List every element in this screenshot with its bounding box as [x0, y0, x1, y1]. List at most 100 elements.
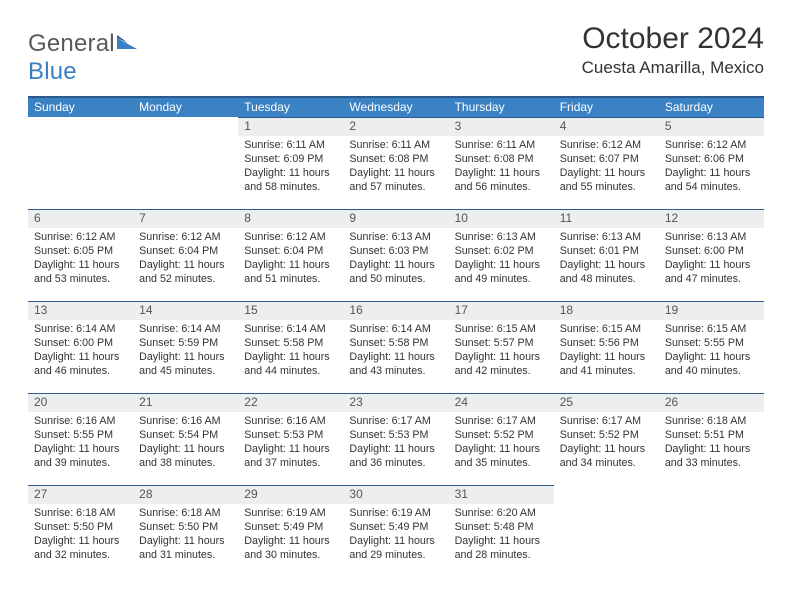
day-number: 14	[133, 302, 238, 320]
daylight-line: Daylight: 11 hours and 34 minutes.	[560, 442, 653, 470]
daylight-line: Daylight: 11 hours and 51 minutes.	[244, 258, 337, 286]
sunrise-line: Sunrise: 6:14 AM	[244, 322, 337, 336]
calendar-row: 6Sunrise: 6:12 AMSunset: 6:05 PMDaylight…	[28, 209, 764, 301]
day-details: Sunrise: 6:11 AMSunset: 6:09 PMDaylight:…	[238, 136, 343, 199]
day-cell: 29Sunrise: 6:19 AMSunset: 5:49 PMDayligh…	[238, 485, 343, 577]
day-details: Sunrise: 6:18 AMSunset: 5:50 PMDaylight:…	[133, 504, 238, 567]
daylight-line: Daylight: 11 hours and 36 minutes.	[349, 442, 442, 470]
calendar-row: 13Sunrise: 6:14 AMSunset: 6:00 PMDayligh…	[28, 301, 764, 393]
sunrise-line: Sunrise: 6:17 AM	[349, 414, 442, 428]
sunset-line: Sunset: 5:59 PM	[139, 336, 232, 350]
sunset-line: Sunset: 6:00 PM	[665, 244, 758, 258]
day-number: 27	[28, 486, 133, 504]
day-details: Sunrise: 6:13 AMSunset: 6:02 PMDaylight:…	[449, 228, 554, 291]
day-number: 13	[28, 302, 133, 320]
day-details: Sunrise: 6:19 AMSunset: 5:49 PMDaylight:…	[343, 504, 448, 567]
day-details: Sunrise: 6:12 AMSunset: 6:05 PMDaylight:…	[28, 228, 133, 291]
day-number: 10	[449, 210, 554, 228]
sunrise-line: Sunrise: 6:13 AM	[665, 230, 758, 244]
daylight-line: Daylight: 11 hours and 46 minutes.	[34, 350, 127, 378]
day-cell: 17Sunrise: 6:15 AMSunset: 5:57 PMDayligh…	[449, 301, 554, 393]
day-cell: 9Sunrise: 6:13 AMSunset: 6:03 PMDaylight…	[343, 209, 448, 301]
day-number: 19	[659, 302, 764, 320]
sunrise-line: Sunrise: 6:12 AM	[34, 230, 127, 244]
day-number: 15	[238, 302, 343, 320]
sunrise-line: Sunrise: 6:19 AM	[349, 506, 442, 520]
sunrise-line: Sunrise: 6:16 AM	[34, 414, 127, 428]
daylight-line: Daylight: 11 hours and 30 minutes.	[244, 534, 337, 562]
day-number: 9	[343, 210, 448, 228]
sunrise-line: Sunrise: 6:16 AM	[139, 414, 232, 428]
sunrise-line: Sunrise: 6:11 AM	[244, 138, 337, 152]
daylight-line: Daylight: 11 hours and 48 minutes.	[560, 258, 653, 286]
day-number: 30	[343, 486, 448, 504]
day-details: Sunrise: 6:13 AMSunset: 6:00 PMDaylight:…	[659, 228, 764, 291]
day-cell: 13Sunrise: 6:14 AMSunset: 6:00 PMDayligh…	[28, 301, 133, 393]
weekday-sunday: Sunday	[28, 96, 133, 117]
day-number: 22	[238, 394, 343, 412]
sunset-line: Sunset: 6:09 PM	[244, 152, 337, 166]
sunrise-line: Sunrise: 6:14 AM	[349, 322, 442, 336]
daylight-line: Daylight: 11 hours and 31 minutes.	[139, 534, 232, 562]
day-details: Sunrise: 6:19 AMSunset: 5:49 PMDaylight:…	[238, 504, 343, 567]
day-cell: 31Sunrise: 6:20 AMSunset: 5:48 PMDayligh…	[449, 485, 554, 577]
day-details: Sunrise: 6:16 AMSunset: 5:55 PMDaylight:…	[28, 412, 133, 475]
day-details: Sunrise: 6:14 AMSunset: 5:59 PMDaylight:…	[133, 320, 238, 383]
sunset-line: Sunset: 5:54 PM	[139, 428, 232, 442]
sunset-line: Sunset: 5:50 PM	[34, 520, 127, 534]
title-block: October 2024 Cuesta Amarilla, Mexico	[582, 22, 764, 78]
day-number: 2	[343, 118, 448, 136]
daylight-line: Daylight: 11 hours and 35 minutes.	[455, 442, 548, 470]
weekday-header-row: SundayMondayTuesdayWednesdayThursdayFrid…	[28, 96, 764, 117]
sunset-line: Sunset: 6:06 PM	[665, 152, 758, 166]
sunset-line: Sunset: 6:08 PM	[349, 152, 442, 166]
calendar-body: 1Sunrise: 6:11 AMSunset: 6:09 PMDaylight…	[28, 117, 764, 577]
daylight-line: Daylight: 11 hours and 40 minutes.	[665, 350, 758, 378]
sunrise-line: Sunrise: 6:18 AM	[34, 506, 127, 520]
day-details: Sunrise: 6:18 AMSunset: 5:51 PMDaylight:…	[659, 412, 764, 475]
sunrise-line: Sunrise: 6:19 AM	[244, 506, 337, 520]
daylight-line: Daylight: 11 hours and 54 minutes.	[665, 166, 758, 194]
daylight-line: Daylight: 11 hours and 58 minutes.	[244, 166, 337, 194]
day-number: 29	[238, 486, 343, 504]
day-details: Sunrise: 6:11 AMSunset: 6:08 PMDaylight:…	[343, 136, 448, 199]
day-cell: 10Sunrise: 6:13 AMSunset: 6:02 PMDayligh…	[449, 209, 554, 301]
day-number: 6	[28, 210, 133, 228]
empty-cell	[554, 485, 659, 577]
calendar-row: 27Sunrise: 6:18 AMSunset: 5:50 PMDayligh…	[28, 485, 764, 577]
weekday-thursday: Thursday	[449, 96, 554, 117]
daylight-line: Daylight: 11 hours and 39 minutes.	[34, 442, 127, 470]
daylight-line: Daylight: 11 hours and 55 minutes.	[560, 166, 653, 194]
day-cell: 11Sunrise: 6:13 AMSunset: 6:01 PMDayligh…	[554, 209, 659, 301]
day-number: 31	[449, 486, 554, 504]
weekday-wednesday: Wednesday	[343, 96, 448, 117]
brand-part1: General	[28, 30, 115, 57]
brand-logo: GeneralBlue	[28, 30, 139, 86]
sunrise-line: Sunrise: 6:13 AM	[455, 230, 548, 244]
sunrise-line: Sunrise: 6:11 AM	[349, 138, 442, 152]
sunset-line: Sunset: 5:52 PM	[560, 428, 653, 442]
sunset-line: Sunset: 6:05 PM	[34, 244, 127, 258]
daylight-line: Daylight: 11 hours and 57 minutes.	[349, 166, 442, 194]
daylight-line: Daylight: 11 hours and 38 minutes.	[139, 442, 232, 470]
day-details: Sunrise: 6:16 AMSunset: 5:53 PMDaylight:…	[238, 412, 343, 475]
day-number: 23	[343, 394, 448, 412]
day-cell: 6Sunrise: 6:12 AMSunset: 6:05 PMDaylight…	[28, 209, 133, 301]
flag-icon	[117, 30, 139, 58]
day-cell: 19Sunrise: 6:15 AMSunset: 5:55 PMDayligh…	[659, 301, 764, 393]
day-number: 3	[449, 118, 554, 136]
day-cell: 7Sunrise: 6:12 AMSunset: 6:04 PMDaylight…	[133, 209, 238, 301]
sunrise-line: Sunrise: 6:13 AM	[560, 230, 653, 244]
sunset-line: Sunset: 5:55 PM	[665, 336, 758, 350]
day-cell: 1Sunrise: 6:11 AMSunset: 6:09 PMDaylight…	[238, 117, 343, 209]
day-details: Sunrise: 6:15 AMSunset: 5:55 PMDaylight:…	[659, 320, 764, 383]
day-details: Sunrise: 6:15 AMSunset: 5:57 PMDaylight:…	[449, 320, 554, 383]
day-details: Sunrise: 6:12 AMSunset: 6:04 PMDaylight:…	[238, 228, 343, 291]
day-number: 20	[28, 394, 133, 412]
sunset-line: Sunset: 6:03 PM	[349, 244, 442, 258]
sunrise-line: Sunrise: 6:12 AM	[139, 230, 232, 244]
day-details: Sunrise: 6:13 AMSunset: 6:03 PMDaylight:…	[343, 228, 448, 291]
sunrise-line: Sunrise: 6:18 AM	[139, 506, 232, 520]
day-number: 21	[133, 394, 238, 412]
empty-cell	[659, 485, 764, 577]
